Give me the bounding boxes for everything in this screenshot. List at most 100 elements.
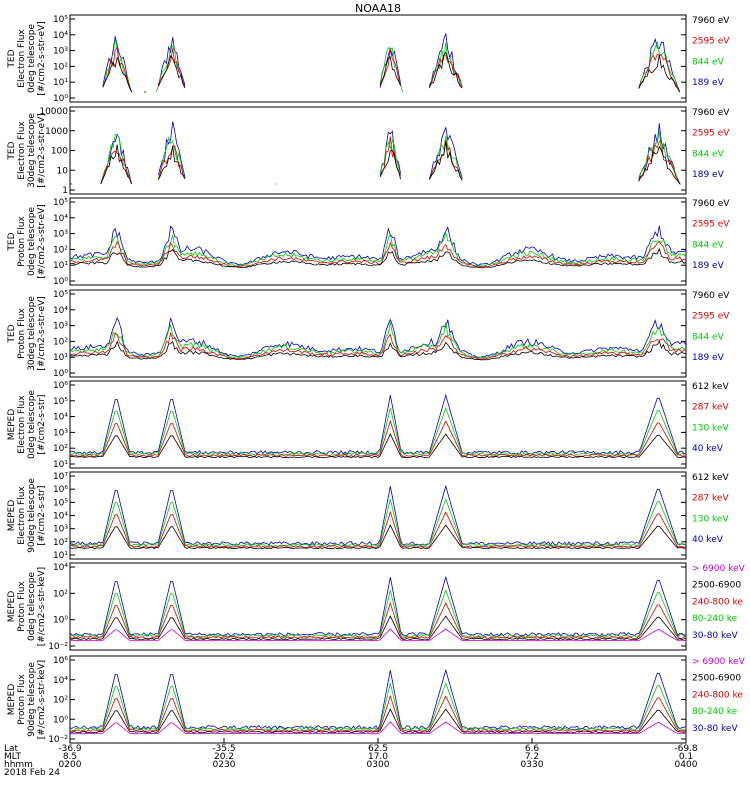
x-tick-lat: -35.5 [212,744,235,754]
series-line [69,589,687,638]
y-tick-label: 10² [53,538,68,548]
y-axis-label-line: [#/cm2-s-str-eV] [37,204,47,279]
legend-entry: 30-80 keV [692,631,738,641]
y-axis-label-line: [#/cm2-s-str-keV] [37,567,47,646]
series-line [69,322,687,359]
y-axis-label-line: Proton Flux [17,581,27,632]
x-row-label: MLT [4,752,22,762]
y-axis-label-line: MEPED [7,500,17,532]
x-tick-mlt: 20.2 [214,752,234,762]
y-axis-label-line: Electron Flux [17,121,27,180]
y-axis-label-line: Proton Flux [17,674,27,725]
y-tick-label: 10³ [53,428,68,438]
y-tick-label: 10⁴ [53,563,68,573]
x-tick-lat: -69.8 [674,744,698,754]
y-tick-label: 10⁴ [53,306,68,316]
y-tick-label: 10¹ [53,78,68,88]
y-tick-label: 10⁵ [53,290,68,300]
y-tick-label: 10⁰ [53,715,68,725]
series-line [69,339,687,361]
y-axis-label-line: 0deg telescope [27,24,37,94]
series-line [102,136,681,185]
y-tick-label: 10² [53,62,68,72]
legend-entry: 287 keV [692,494,729,504]
legend-entry: 130 keV [692,423,729,433]
y-axis-label-line: [#/cm2-s-str] [37,394,47,454]
y-tick-label: 1 [62,186,68,196]
legend-entry: 2500-6900 [692,674,741,684]
legend-entry: 2595 eV [692,37,730,47]
y-tick-label: 10⁵ [53,397,68,407]
y-tick-label: 10⁵ [53,198,68,208]
panels-group: 10⁰ 10¹ 10² 10³ 10⁴ 10⁵ TED Electron Flux 0deg t… [7,14,746,745]
y-tick-label: 10000 [39,107,68,117]
x-tick-mlt: 8.5 [63,752,77,762]
legend-entry: 2595 eV [692,312,730,322]
series-line [69,484,687,546]
chart-title: NOAA18 [355,2,401,15]
legend-entry: 844 eV [692,57,725,67]
y-tick-label: 10⁻² [48,735,68,745]
x-row-label: Lat [4,744,19,754]
legend-entry: 612 keV [692,473,729,483]
y-axis-label-line: [#/cm2-s-str-eV] [37,21,47,96]
series-line [69,240,687,268]
panel-6: 10¹ 10² 10³ 10⁴ 10⁵ 10⁶ 10⁷ MEPED Electron Flux 9… [7,471,729,561]
panel-frame [69,14,687,103]
y-tick-label: 10¹ [53,551,68,561]
y-axis-label-line: [#/cm2-s-str-eV] [37,113,47,188]
series-line [102,130,682,185]
y-axis-label-line: [#/cm2-s-str-keV] [37,660,47,739]
y-tick-label: 10³ [53,525,68,535]
y-axis-label-line: Electron Flux [17,395,27,454]
legend-entry: 2500-6900 [692,581,741,591]
x-tick-mlt: 17.0 [368,752,388,762]
legend-entry: > 6900 keV [692,657,746,667]
y-tick-label: 10¹ [53,460,68,470]
series-line [69,510,687,549]
y-axis-label-line: MEPED [7,409,17,441]
series-line [69,393,687,455]
legend-entry: 189 eV [692,261,725,271]
y-axis-label-line: TED [7,49,17,68]
y-tick-label: 10⁴ [53,214,68,224]
y-axis-label-line: 0deg telescope [27,572,37,642]
y-tick-label: 10⁴ [53,31,68,41]
series-line [69,628,687,642]
series-line [70,121,681,185]
y-tick-label: 10² [53,696,68,706]
legend-entry: 844 eV [692,240,725,250]
legend-entry: 844 eV [692,332,725,342]
legend-entry: 612 keV [692,382,729,392]
series-line [69,601,687,640]
y-axis-label-line: 90deg telescope [27,662,37,737]
legend-entry: 7960 eV [692,16,730,26]
series-line [69,331,687,360]
x-tick-hhmm: 0200 [59,760,82,770]
legend-entry: 240-800 ke [692,690,743,700]
legend-entry: 189 eV [692,353,725,363]
series-line [69,682,687,732]
panel-frame [69,106,687,195]
y-axis-label-line: 30deg telescope [27,113,37,188]
series-line [69,615,687,641]
legend-entry: 80-240 ke [692,614,738,624]
legend-entry: 844 eV [692,149,725,159]
series-line [69,232,687,267]
panel-frame [69,289,687,378]
x-tick-lat: 62.5 [368,744,388,754]
y-tick-label: 10⁰ [53,369,68,379]
panel-2: 1 10 100 1000 10000 TED Electron Flux 30deg tel… [7,106,730,196]
series-line [69,524,687,550]
legend-entry: > 6900 keV [692,564,746,574]
legend-entry: 189 eV [692,78,725,88]
series-line [102,51,681,93]
x-tick-mlt: 0.1 [679,752,693,762]
panel-1: 10⁰ 10¹ 10² 10³ 10⁴ 10⁵ TED Electron Flux 0deg t… [7,14,730,104]
series-line [102,46,681,93]
panel-7: 10⁻² 10⁰ 10² 10⁴ MEPED Proton Flux 0deg telesc… [7,562,746,652]
y-tick-label: 10⁴ [53,413,68,423]
legend-entry: 40 keV [692,535,724,545]
x-tick-hhmm: 0400 [675,760,698,770]
